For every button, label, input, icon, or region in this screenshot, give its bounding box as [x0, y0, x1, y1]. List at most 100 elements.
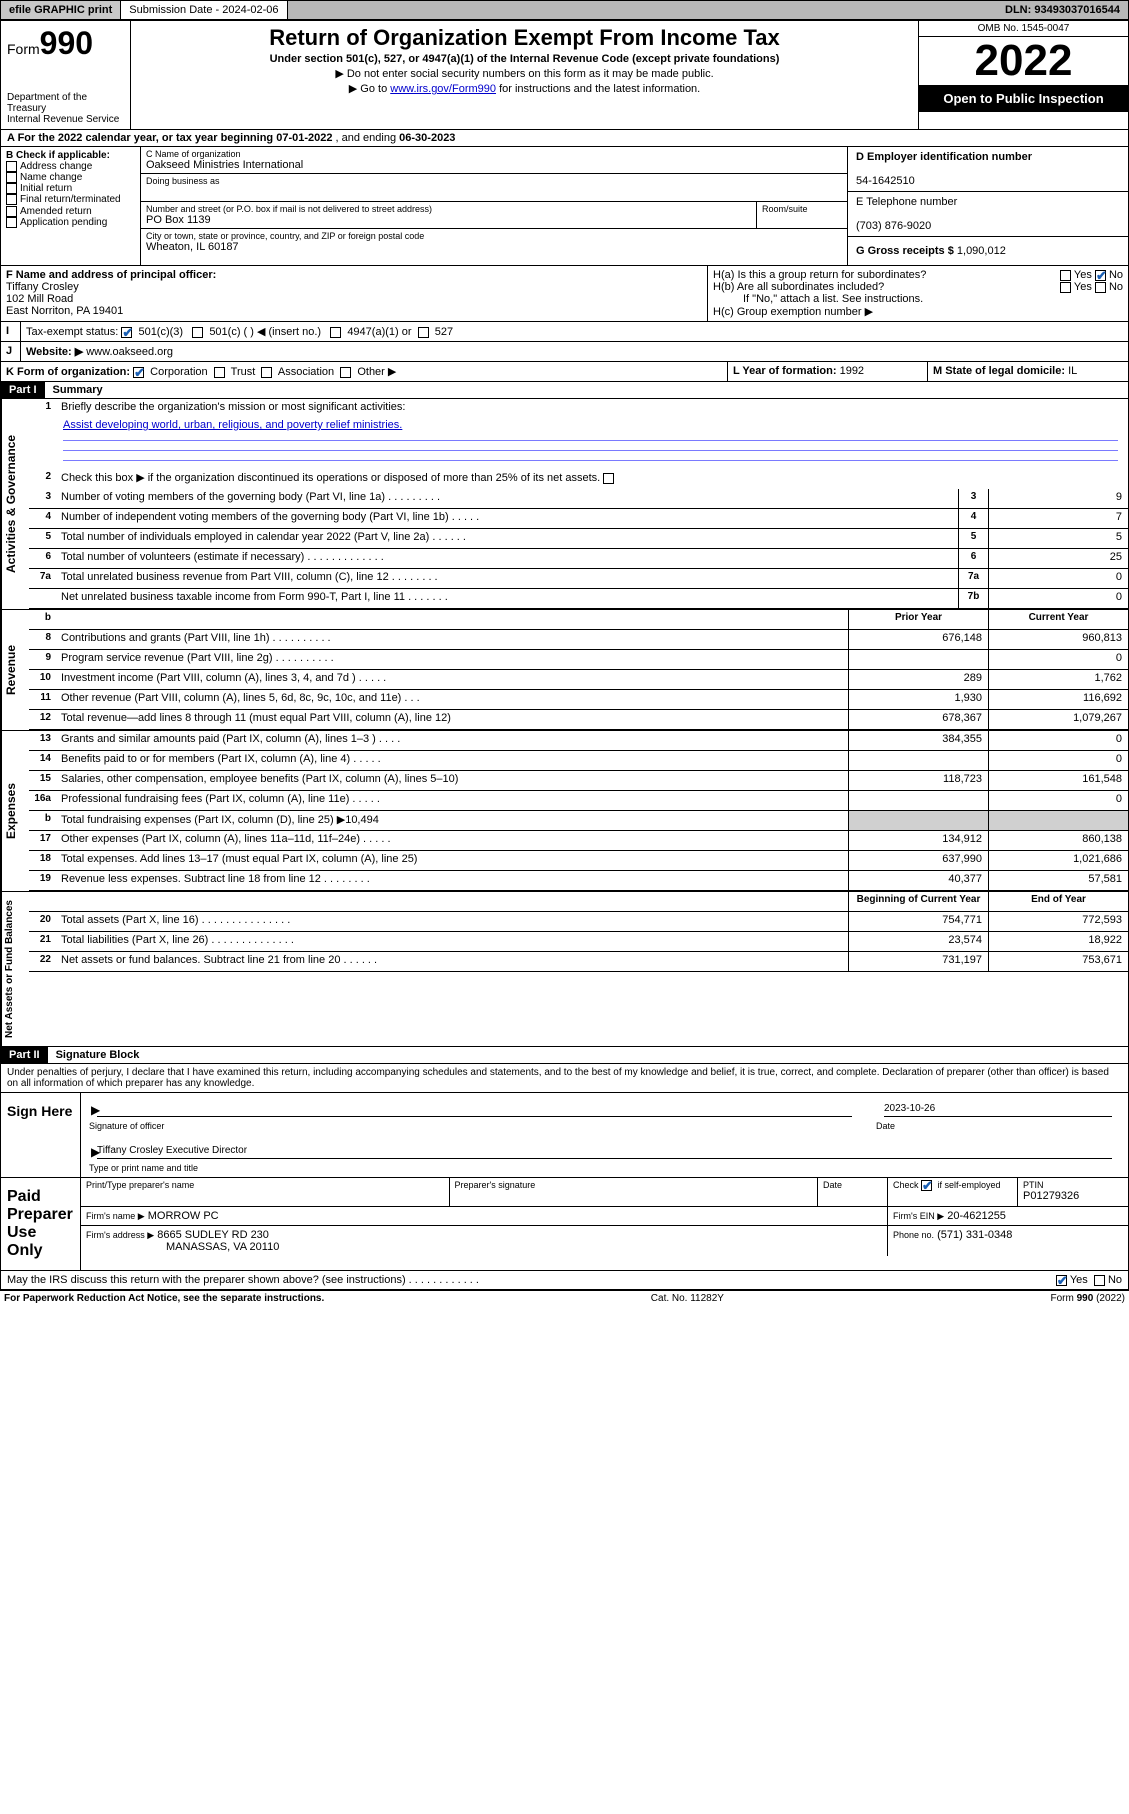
- officer-typed-name: ▶Tiffany Crosley Executive Director: [97, 1143, 1112, 1159]
- part-ii-header: Part II Signature Block: [1, 1047, 1128, 1064]
- paid-preparer-block: Paid Preparer Use Only Print/Type prepar…: [1, 1178, 1128, 1271]
- money-line: 18Total expenses. Add lines 13–17 (must …: [29, 851, 1128, 871]
- website-row: J Website: ▶ www.oakseed.org: [1, 342, 1128, 362]
- chk-ha-no[interactable]: [1095, 270, 1106, 281]
- officer-addr1: 102 Mill Road: [6, 293, 73, 305]
- form-header: Form990 Department of the Treasury Inter…: [1, 21, 1128, 130]
- ptin-value: P01279326: [1023, 1190, 1123, 1202]
- chk-name-change[interactable]: [6, 172, 17, 183]
- website-value: www.oakseed.org: [86, 346, 173, 358]
- money-line: bTotal fundraising expenses (Part IX, co…: [29, 811, 1128, 831]
- year-formation: 1992: [840, 365, 864, 377]
- chk-initial-return[interactable]: [6, 183, 17, 194]
- expenses-section: Expenses 13Grants and similar amounts pa…: [1, 731, 1128, 892]
- l2-text: Check this box ▶ if the organization dis…: [57, 469, 1128, 489]
- chk-discuss-yes[interactable]: [1056, 1275, 1067, 1286]
- dln: DLN: 93493037016544: [997, 1, 1128, 19]
- form-number: Form990: [7, 25, 124, 62]
- self-employed: Check if self-employed: [888, 1178, 1018, 1206]
- chk-address-change[interactable]: [6, 161, 17, 172]
- end-year-hdr: End of Year: [988, 892, 1128, 911]
- gov-line: 6Total number of volunteers (estimate if…: [29, 549, 1128, 569]
- chk-amended[interactable]: [6, 206, 17, 217]
- money-line: 15Salaries, other compensation, employee…: [29, 771, 1128, 791]
- f-label: F Name and address of principal officer:: [6, 269, 216, 281]
- sig-date: 2023-10-26: [884, 1101, 1112, 1117]
- gov-line: Net unrelated business taxable income fr…: [29, 589, 1128, 609]
- chk-final-return[interactable]: [6, 194, 17, 205]
- officer-name: Tiffany Crosley: [6, 281, 79, 293]
- klm-row: K Form of organization: Corporation Trus…: [1, 362, 1128, 382]
- irs-label: Internal Revenue Service: [7, 114, 124, 125]
- ha-label: H(a) Is this a group return for subordin…: [713, 269, 1123, 281]
- submission-date: Submission Date - 2024-02-06: [121, 1, 287, 19]
- chk-ha-yes[interactable]: [1060, 270, 1071, 281]
- money-line: 19Revenue less expenses. Subtract line 1…: [29, 871, 1128, 891]
- chk-discontinued[interactable]: [603, 473, 614, 484]
- box-b: B Check if applicable: Address change Na…: [1, 147, 141, 265]
- declaration: Under penalties of perjury, I declare th…: [1, 1064, 1128, 1093]
- chk-corp[interactable]: [133, 367, 144, 378]
- chk-527[interactable]: [418, 327, 429, 338]
- dept-treasury: Department of the Treasury: [7, 92, 124, 114]
- type-name-label: Type or print name and title: [89, 1163, 1120, 1173]
- date-label: Date: [876, 1121, 1120, 1131]
- ein-label: D Employer identification number: [856, 151, 1032, 163]
- footer: For Paperwork Reduction Act Notice, see …: [0, 1291, 1129, 1306]
- street-address: PO Box 1139: [146, 214, 751, 226]
- state-domicile: IL: [1068, 365, 1077, 377]
- chk-501c3[interactable]: [121, 327, 132, 338]
- money-line: 8Contributions and grants (Part VIII, li…: [29, 630, 1128, 650]
- form-subtitle: Under section 501(c), 527, or 4947(a)(1)…: [139, 53, 910, 65]
- dba-label: Doing business as: [146, 176, 842, 186]
- efile-print-button[interactable]: efile GRAPHIC print: [1, 1, 121, 19]
- goto-note: ▶ Go to www.irs.gov/Form990 for instruct…: [139, 82, 910, 95]
- firm-phone: (571) 331-0348: [937, 1229, 1012, 1241]
- form-container: Form990 Department of the Treasury Inter…: [0, 20, 1129, 1291]
- money-line: 16aProfessional fundraising fees (Part I…: [29, 791, 1128, 811]
- discuss-row: May the IRS discuss this return with the…: [1, 1271, 1128, 1290]
- city-state-zip: Wheaton, IL 60187: [146, 241, 842, 253]
- money-line: 12Total revenue—add lines 8 through 11 (…: [29, 710, 1128, 730]
- cat-no: Cat. No. 11282Y: [651, 1293, 724, 1304]
- chk-discuss-no[interactable]: [1094, 1275, 1105, 1286]
- hb-note: If "No," attach a list. See instructions…: [713, 293, 1123, 305]
- firm-name: MORROW PC: [148, 1210, 219, 1222]
- chk-501c[interactable]: [192, 327, 203, 338]
- officer-row: F Name and address of principal officer:…: [1, 266, 1128, 322]
- form-title: Return of Organization Exempt From Incom…: [139, 25, 910, 51]
- part-i-header: Part I Summary: [1, 382, 1128, 399]
- firm-addr2: MANASSAS, VA 20110: [86, 1241, 279, 1253]
- chk-hb-no[interactable]: [1095, 282, 1106, 293]
- chk-self-employed[interactable]: [921, 1180, 932, 1191]
- irs-link[interactable]: www.irs.gov/Form990: [390, 83, 496, 95]
- ssn-note: ▶ Do not enter social security numbers o…: [139, 67, 910, 80]
- topbar: efile GRAPHIC print Submission Date - 20…: [0, 0, 1129, 20]
- org-name: Oakseed Ministries International: [146, 159, 842, 171]
- money-line: 21Total liabilities (Part X, line 26) . …: [29, 932, 1128, 952]
- chk-4947[interactable]: [330, 327, 341, 338]
- money-line: 14Benefits paid to or for members (Part …: [29, 751, 1128, 771]
- sign-here-label: Sign Here: [1, 1093, 81, 1177]
- money-line: 13Grants and similar amounts paid (Part …: [29, 731, 1128, 751]
- omb-number: OMB No. 1545-0047: [919, 21, 1128, 37]
- money-line: 20Total assets (Part X, line 16) . . . .…: [29, 912, 1128, 932]
- tax-year: 2022: [919, 37, 1128, 85]
- chk-app-pending[interactable]: [6, 217, 17, 228]
- gov-line: 7aTotal unrelated business revenue from …: [29, 569, 1128, 589]
- officer-addr2: East Norriton, PA 19401: [6, 305, 123, 317]
- city-label: City or town, state or province, country…: [146, 231, 842, 241]
- mission-text[interactable]: Assist developing world, urban, religiou…: [63, 419, 402, 431]
- vert-expenses: Expenses: [1, 731, 29, 891]
- chk-other[interactable]: [340, 367, 351, 378]
- chk-assoc[interactable]: [261, 367, 272, 378]
- spacer: [288, 1, 998, 19]
- money-line: 17Other expenses (Part IX, column (A), l…: [29, 831, 1128, 851]
- curr-year-hdr: Current Year: [988, 610, 1128, 629]
- sig-officer-label: Signature of officer: [89, 1121, 860, 1131]
- firm-addr1: 8665 SUDLEY RD 230: [157, 1229, 269, 1241]
- chk-hb-yes[interactable]: [1060, 282, 1071, 293]
- l1-label: Briefly describe the organization's miss…: [57, 399, 1128, 419]
- phone-label: E Telephone number: [856, 196, 957, 208]
- chk-trust[interactable]: [214, 367, 225, 378]
